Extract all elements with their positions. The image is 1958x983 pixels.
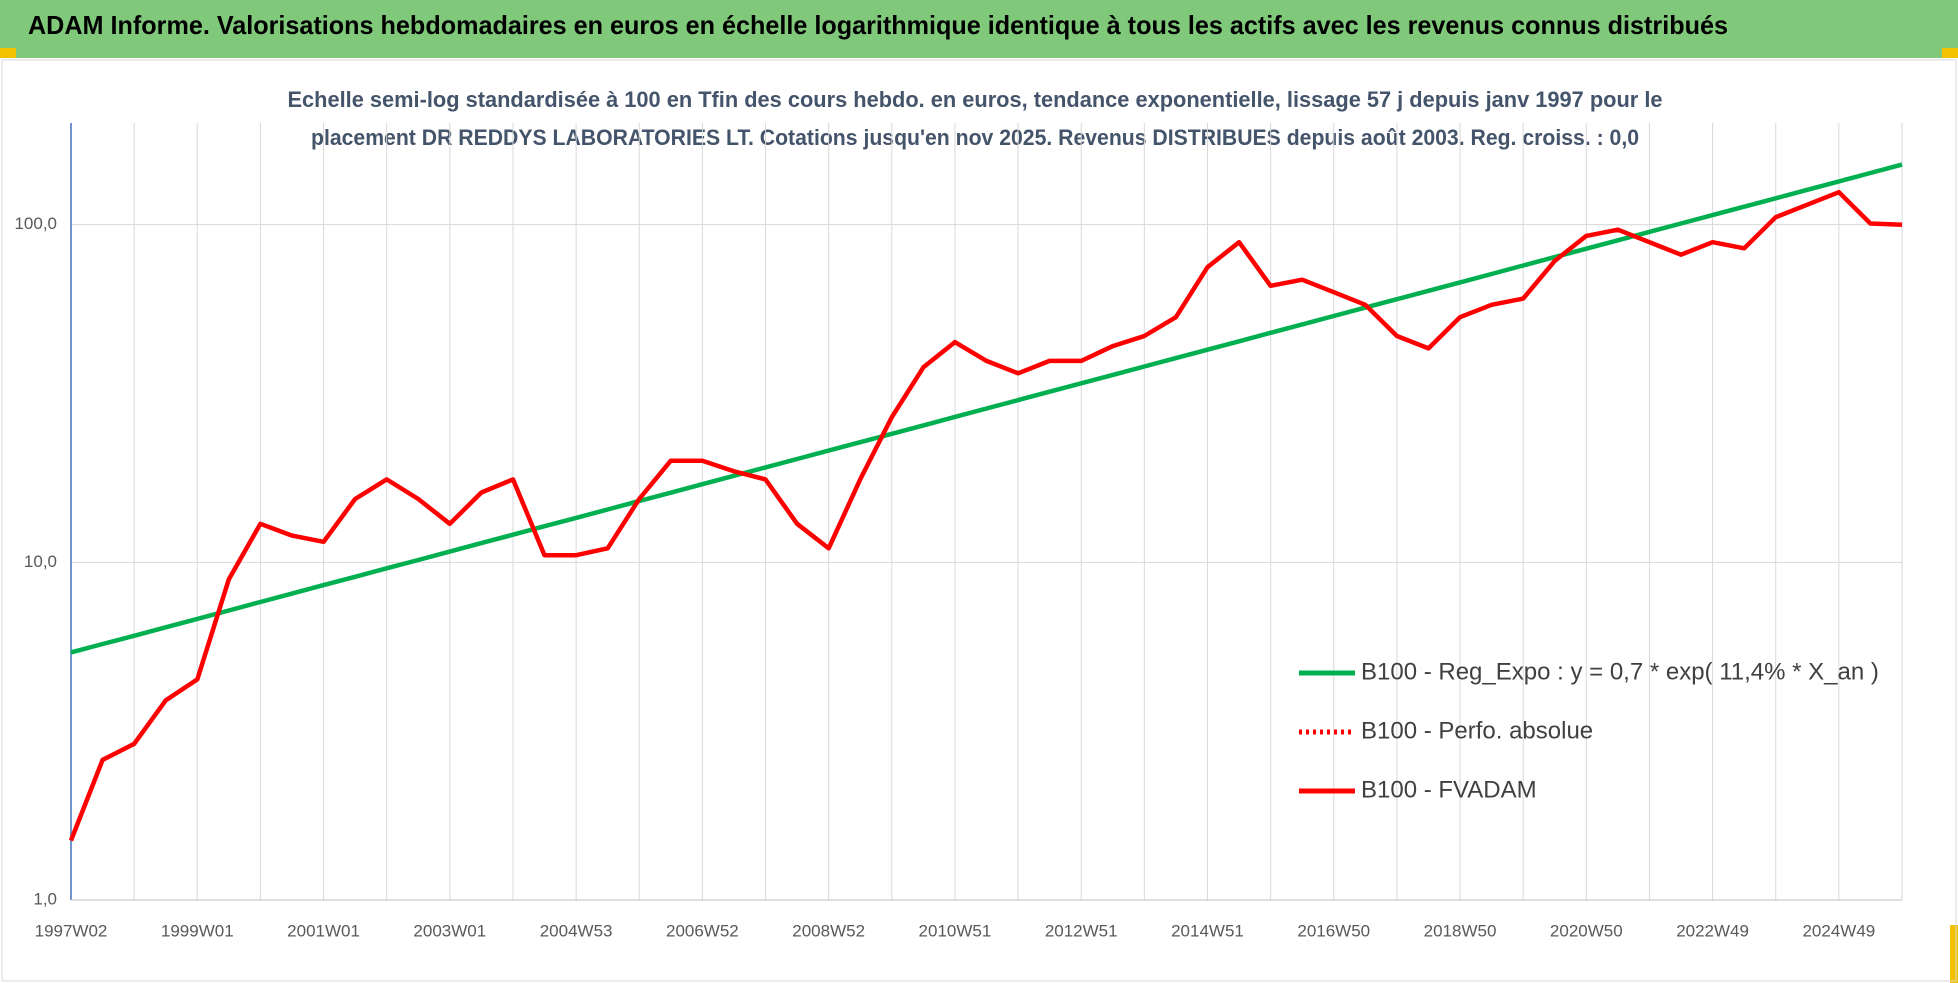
corner-mark: [0, 48, 16, 58]
x-tick-label: 1997W02: [35, 921, 108, 940]
x-tick-label: 2022W49: [1676, 921, 1749, 940]
x-tick-label: 2012W51: [1045, 921, 1118, 940]
series-line: [68, 189, 1903, 842]
x-tick-label: 2020W50: [1550, 921, 1623, 940]
y-tick-label: 10,0: [24, 552, 57, 571]
x-tick-label: 1999W01: [161, 921, 234, 940]
x-tick-label: 2018W50: [1424, 921, 1497, 940]
chart-frame: [1, 59, 1957, 982]
x-tick-label: 2008W52: [792, 921, 865, 940]
legend: B100 - Reg_Expo : y = 0,7 * exp( 11,4% *…: [1299, 658, 1879, 803]
chart-subtitle: Echelle semi-log standardisée à 100 en T…: [288, 87, 1663, 112]
legend-label: B100 - Reg_Expo : y = 0,7 * exp( 11,4% *…: [1361, 658, 1879, 685]
corner-mark: [1950, 925, 1958, 983]
corner-mark: [1942, 48, 1958, 58]
grid: 1,0 10,0 100,0 1997W02 1999W01 2001W01 2003W01…: [14, 123, 1903, 940]
chart-title: ADAM Informe. Valorisations hebdomadaire…: [28, 10, 1728, 40]
x-tick-label: 2003W01: [413, 921, 486, 940]
y-tick-label: 100,0: [14, 214, 57, 233]
x-tick-label: 2006W52: [666, 921, 739, 940]
y-tick-label: 1,0: [33, 889, 57, 908]
x-tick-label: 2024W49: [1802, 921, 1875, 940]
x-tick-label: 2016W50: [1297, 921, 1370, 940]
title-banner: [0, 0, 1958, 58]
x-tick-label: 2014W51: [1171, 921, 1244, 940]
legend-label: B100 - Perfo. absolue: [1361, 717, 1593, 744]
x-tick-label: 2010W51: [919, 921, 992, 940]
x-tick-label: 2001W01: [287, 921, 360, 940]
plot-area: [68, 162, 1903, 842]
x-tick-label: 2004W53: [540, 921, 613, 940]
series-line: [70, 162, 1903, 655]
legend-label: B100 - FVADAM: [1361, 776, 1537, 803]
chart-subtitle: placement DR REDDYS LABORATORIES LT. Cot…: [311, 125, 1639, 150]
